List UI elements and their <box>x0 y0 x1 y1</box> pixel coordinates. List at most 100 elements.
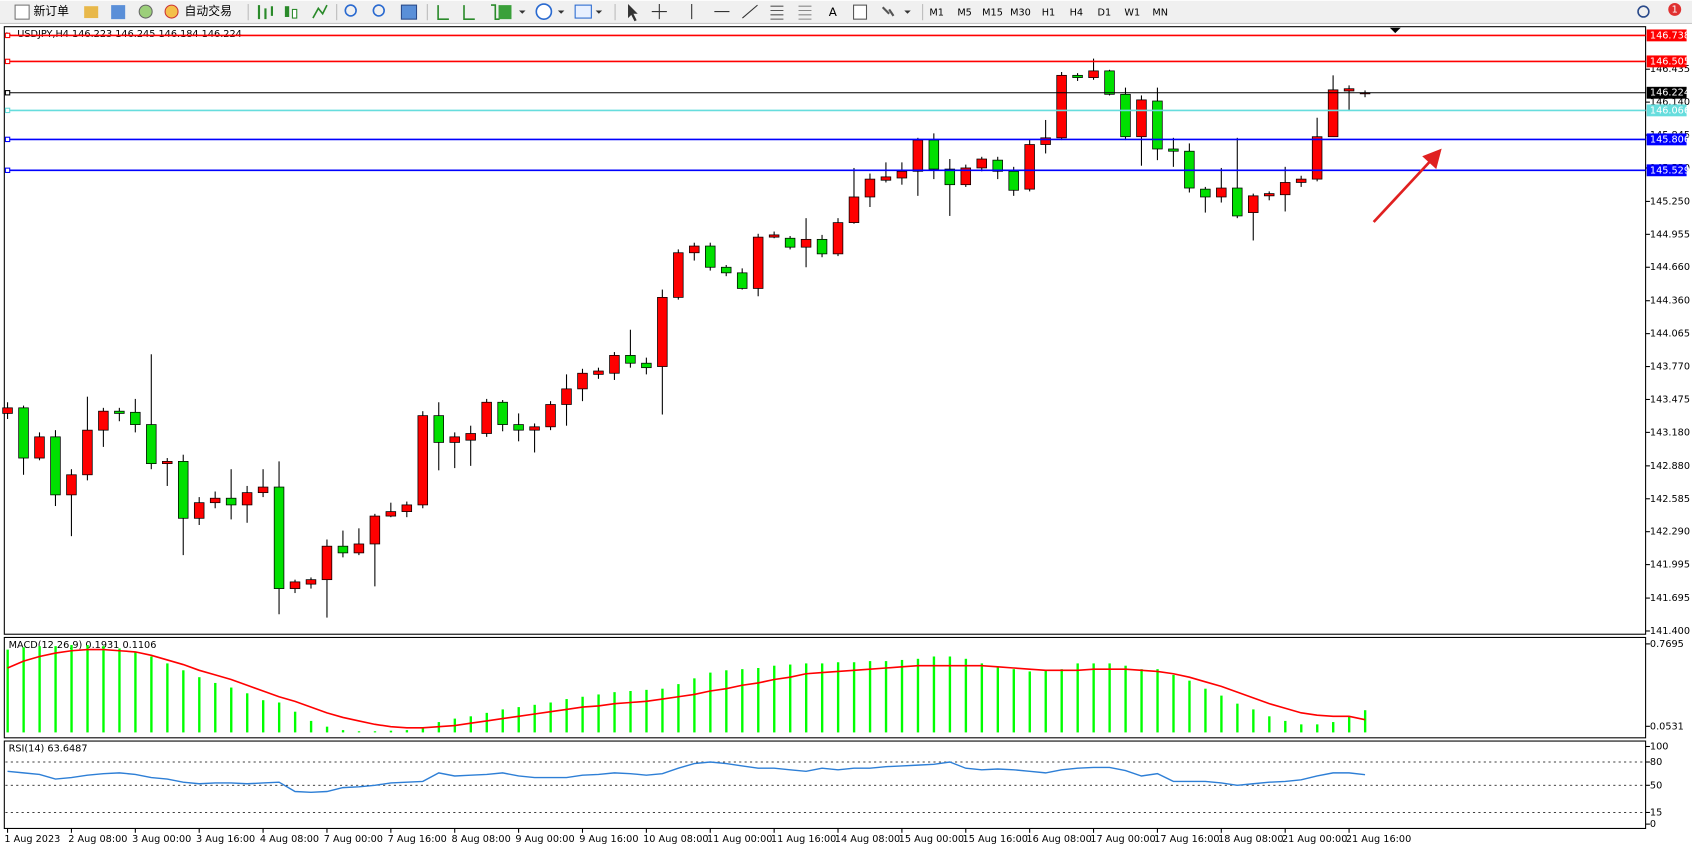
x-tick-label: 10 Aug 08:00 <box>643 834 708 845</box>
candle-body <box>545 404 556 428</box>
indicator-icon[interactable] <box>498 5 512 20</box>
candle-body <box>1120 93 1131 138</box>
timeframe-button[interactable]: H1 <box>1042 8 1055 19</box>
zoom-in[interactable] <box>344 4 357 17</box>
candle-body <box>225 497 237 506</box>
macd-bar <box>517 707 520 733</box>
text-tool[interactable]: A <box>829 5 838 19</box>
macd-bar <box>309 720 313 733</box>
macd-bar <box>1092 663 1095 733</box>
x-tick-label: 1 Aug 2023 <box>4 834 60 845</box>
macd-bar <box>1204 688 1207 733</box>
candle-body <box>689 245 700 254</box>
template-icon[interactable] <box>574 4 592 19</box>
search[interactable] <box>1637 5 1650 18</box>
macd-bar <box>230 687 233 733</box>
timeframe-button[interactable]: H4 <box>1070 8 1083 19</box>
candle-body <box>705 245 716 268</box>
x-tick-label: 4 Aug 08:00 <box>260 834 319 845</box>
macd-bar <box>1332 722 1335 733</box>
line-tools[interactable] <box>691 4 758 20</box>
candle-body <box>177 461 189 519</box>
macd-bar <box>341 730 345 733</box>
macd-bar <box>501 709 504 733</box>
tile-icon[interactable] <box>400 4 418 20</box>
macd-bar <box>421 727 425 733</box>
timeframe-button[interactable]: M5 <box>957 8 972 19</box>
timeframe-button[interactable]: MN <box>1152 8 1168 19</box>
level-anchor <box>4 90 11 96</box>
candle-body <box>98 410 109 431</box>
label-tool[interactable] <box>853 4 868 20</box>
candle-body <box>1295 178 1307 183</box>
macd-bar <box>1252 709 1255 733</box>
macd-bar <box>996 666 1000 733</box>
candle-body <box>337 545 349 554</box>
level-anchor <box>4 32 11 39</box>
candle-icon[interactable] <box>284 6 290 17</box>
annotation-arrow <box>1372 148 1442 223</box>
icon[interactable] <box>84 6 99 19</box>
macd-bar <box>868 661 872 733</box>
macd-bar <box>789 664 792 733</box>
candle-body <box>1040 137 1051 145</box>
macd-bar <box>852 662 856 733</box>
icon[interactable] <box>138 4 153 19</box>
timeframe-button[interactable]: M30 <box>1010 8 1031 19</box>
candle-body <box>1152 100 1163 150</box>
macd-bar <box>948 656 952 733</box>
level-tag <box>1646 86 1687 99</box>
new-order-icon[interactable] <box>14 4 30 20</box>
y-tick-label: 100 <box>1650 741 1669 752</box>
line-icon[interactable] <box>312 4 328 19</box>
candle-body <box>1216 187 1227 198</box>
candle-body <box>625 355 636 364</box>
macd-bar <box>1268 716 1271 733</box>
candle-body <box>529 426 540 431</box>
macd-bar <box>884 661 888 733</box>
y-tick-label: 143.770 <box>1650 362 1690 373</box>
bar-chart-icon[interactable] <box>257 5 274 20</box>
candle-body <box>66 474 77 496</box>
period-icon[interactable] <box>535 3 553 20</box>
candle-body <box>321 545 333 581</box>
macd-bar <box>118 648 121 733</box>
timeframe-button[interactable]: M1 <box>929 8 944 19</box>
macd-bar <box>597 694 600 733</box>
timeframe-button[interactable]: W1 <box>1124 8 1140 19</box>
macd-bar <box>661 688 664 733</box>
fibo-tool[interactable] <box>798 5 812 20</box>
auto-trading[interactable]: 自动交易 <box>185 4 232 18</box>
x-tick-label: 18 Aug 08:00 <box>1218 834 1283 845</box>
notifications-badge[interactable] <box>1668 2 1682 16</box>
toolbar-left: 新订单 自动交易 A M1 M5 M15 M30 H1 H4 D1 W1 MN <box>14 2 1682 22</box>
candle-body <box>114 410 125 414</box>
macd-bar <box>102 646 105 733</box>
candle-body <box>1248 195 1259 213</box>
toolbar <box>0 0 1692 24</box>
y-tick-label: 15 <box>1650 807 1662 818</box>
candle-icon[interactable] <box>291 8 298 19</box>
crosshair-tool[interactable] <box>651 4 667 20</box>
channel-tool[interactable] <box>770 5 784 20</box>
x-tick-label: 21 Aug 16:00 <box>1346 834 1411 845</box>
macd-bar <box>38 646 41 733</box>
cursor-tool[interactable] <box>628 4 638 22</box>
new-order[interactable]: 新订单 <box>33 4 69 18</box>
candle-body <box>50 436 61 496</box>
timeframe-button[interactable]: D1 <box>1098 8 1112 19</box>
icon[interactable] <box>111 5 126 20</box>
auto-trading-icon[interactable] <box>164 4 179 19</box>
zoom-out[interactable] <box>372 4 385 17</box>
x-tick-label: 9 Aug 00:00 <box>515 834 574 845</box>
level-anchor <box>4 107 11 114</box>
macd-bar <box>549 702 552 733</box>
y-tick-label: 0 <box>1650 819 1656 830</box>
timeframe-button[interactable]: M15 <box>982 8 1003 19</box>
candle-body <box>305 579 317 585</box>
macd-bar <box>1012 669 1015 733</box>
macd-bar <box>262 700 265 733</box>
x-tick-label: 17 Aug 00:00 <box>1090 834 1155 845</box>
arrow-tool[interactable] <box>881 6 895 17</box>
scroll-icon[interactable] <box>437 4 500 20</box>
